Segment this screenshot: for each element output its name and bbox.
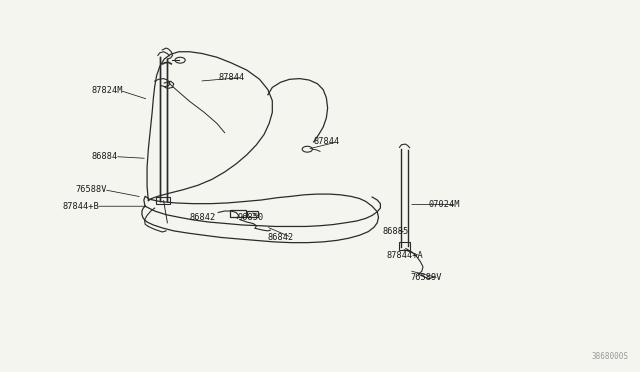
- Text: 87844+B: 87844+B: [63, 202, 99, 211]
- Text: 86884: 86884: [91, 152, 117, 161]
- Text: 87824M: 87824M: [91, 86, 123, 95]
- Text: 07024M: 07024M: [428, 200, 460, 209]
- Text: 76589V: 76589V: [410, 273, 442, 282]
- Bar: [230, 210, 246, 217]
- Text: 76588V: 76588V: [76, 185, 107, 194]
- Text: 86885: 86885: [382, 228, 408, 237]
- Text: 3868000S: 3868000S: [591, 352, 628, 361]
- Bar: [156, 197, 170, 203]
- Text: 86842: 86842: [189, 213, 216, 222]
- Text: 87844+A: 87844+A: [387, 251, 424, 260]
- Text: 87844: 87844: [314, 137, 340, 146]
- Text: 87844: 87844: [218, 73, 244, 82]
- Bar: [399, 242, 410, 250]
- Bar: [247, 211, 259, 217]
- Text: 96850: 96850: [237, 213, 264, 222]
- Text: 86842: 86842: [268, 233, 294, 242]
